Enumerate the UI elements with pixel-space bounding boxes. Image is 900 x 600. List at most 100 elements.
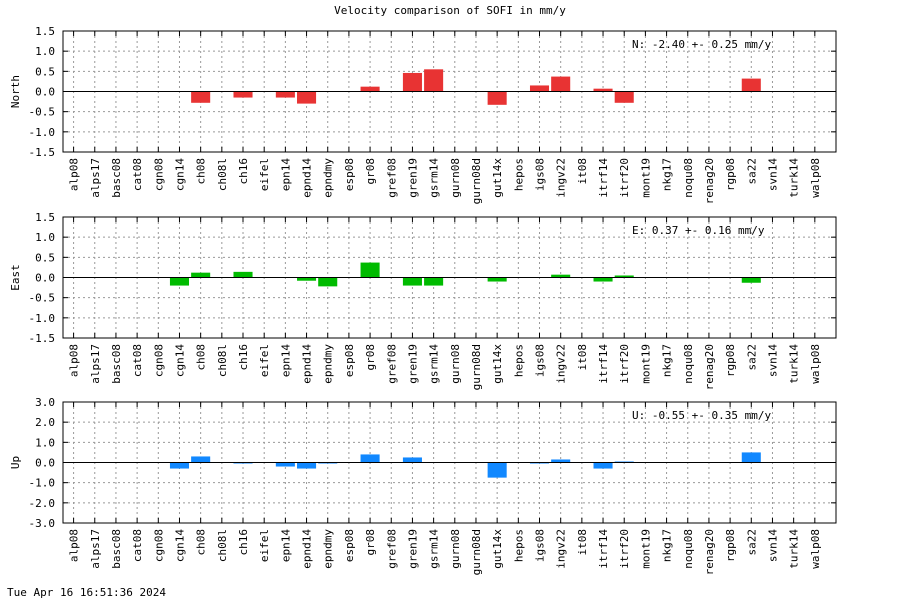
bar-gren19 bbox=[402, 72, 422, 92]
xtick-label-cgn14: cgn14 bbox=[173, 158, 186, 191]
xtick-label-renag20: renag20 bbox=[703, 529, 716, 575]
xtick-label-itrf14: itrf14 bbox=[597, 529, 610, 569]
bar-itrf14 bbox=[593, 88, 613, 92]
bar-ingv22 bbox=[551, 76, 571, 92]
xtick-label-rgp08: rgp08 bbox=[724, 529, 737, 562]
panel-north: 1.5 1.0 0.5 0.0 -0.5 -1.0 -1.5 alp08 alps17 basc0… bbox=[9, 25, 837, 204]
bar-itrf14 bbox=[593, 462, 613, 469]
xtick-label-walp08: walp08 bbox=[809, 529, 822, 569]
xtick-label-cgn08: cgn08 bbox=[152, 158, 165, 191]
ytick-label: 0.0 bbox=[35, 457, 55, 470]
ytick-label: 2.0 bbox=[35, 416, 55, 429]
xtick-label-noqu08: noqu08 bbox=[682, 344, 695, 384]
bar-itrf20 bbox=[614, 275, 634, 278]
xtick-label-gsrm14: gsrm14 bbox=[428, 158, 441, 198]
xtick-label-epn14: epn14 bbox=[279, 344, 292, 377]
panel-up: 3.0 2.0 1.0 0.0 -1.0 -2.0 -3.0 alp08 alps17 basc0… bbox=[9, 396, 837, 575]
xtick-label-gurn08: gurn08 bbox=[449, 529, 462, 569]
bar-ch16 bbox=[233, 91, 253, 98]
xtick-label-svn14: svn14 bbox=[766, 344, 779, 377]
bar-epn14 bbox=[275, 91, 295, 98]
xtick-label-it08: it08 bbox=[576, 158, 589, 185]
ytick-label: 1.5 bbox=[35, 211, 55, 224]
xtick-label-gsrm14: gsrm14 bbox=[428, 344, 441, 384]
xtick-label-rgp08: rgp08 bbox=[724, 344, 737, 377]
xtick-label-turk14: turk14 bbox=[788, 158, 801, 198]
timestamp-footer: Tue Apr 16 16:51:36 2024 bbox=[7, 586, 166, 599]
bar-ingv22 bbox=[551, 274, 571, 278]
xtick-label-gr08: gr08 bbox=[364, 529, 377, 556]
xtick-label-gref08: gref08 bbox=[385, 158, 398, 198]
xtick-label-gren19: gren19 bbox=[406, 529, 419, 569]
xtick-label-eifel: eifel bbox=[258, 344, 271, 377]
xtick-label-epnd14: epnd14 bbox=[301, 529, 314, 569]
xtick-label-ingv22: ingv22 bbox=[555, 158, 568, 198]
xtick-label-sa22: sa22 bbox=[745, 529, 758, 556]
xtick-label-epn14: epn14 bbox=[279, 158, 292, 191]
xtick-label-epndmy: epndmy bbox=[322, 158, 335, 198]
xtick-label-alps17: alps17 bbox=[89, 529, 102, 569]
xtick-label-hepos: hepos bbox=[512, 529, 525, 562]
xtick-label-svn14: svn14 bbox=[766, 529, 779, 562]
xtick-label-alps17: alps17 bbox=[89, 344, 102, 384]
xtick-label-eifel: eifel bbox=[258, 529, 271, 562]
xtick-label-gref08: gref08 bbox=[385, 529, 398, 569]
ytick-label: 1.0 bbox=[35, 231, 55, 244]
bar-cgn14 bbox=[169, 277, 190, 286]
bar-ch16 bbox=[233, 271, 253, 278]
xtick-label-gref08: gref08 bbox=[385, 344, 398, 384]
xtick-label-ch16: ch16 bbox=[237, 344, 250, 371]
velocity-annotation: E: 0.37 +- 0.16 mm/y bbox=[632, 224, 765, 237]
ytick-label: -0.5 bbox=[29, 292, 56, 305]
xtick-label-noqu08: noqu08 bbox=[682, 529, 695, 569]
bar-igs08 bbox=[529, 462, 550, 464]
xtick-label-igs08: igs08 bbox=[534, 344, 547, 377]
ytick-label: 0.0 bbox=[35, 272, 55, 285]
xtick-label-itrf14: itrf14 bbox=[597, 158, 610, 198]
bar-gut14x bbox=[487, 462, 507, 478]
bar-gren19 bbox=[402, 277, 422, 286]
bar-epndmy bbox=[318, 277, 338, 287]
bar-ingv22 bbox=[551, 459, 571, 463]
xtick-label-noqu08: noqu08 bbox=[682, 158, 695, 198]
xtick-label-esp08: esp08 bbox=[343, 158, 356, 191]
bar-sa22 bbox=[741, 78, 761, 92]
xtick-label-gr08: gr08 bbox=[364, 344, 377, 371]
ytick-label: 0.5 bbox=[35, 251, 55, 264]
xtick-label-epndmy: epndmy bbox=[322, 344, 335, 384]
ytick-label: -0.5 bbox=[29, 106, 56, 119]
xtick-label-epnd14: epnd14 bbox=[301, 344, 314, 384]
bar-itrf20 bbox=[614, 461, 634, 463]
ytick-label: -1.0 bbox=[29, 126, 56, 139]
xtick-label-ch08l: ch08l bbox=[216, 344, 229, 377]
xtick-label-cgn14: cgn14 bbox=[173, 344, 186, 377]
xtick-label-ch08: ch08 bbox=[195, 529, 208, 556]
xtick-label-alp08: alp08 bbox=[68, 344, 81, 377]
xtick-label-epn14: epn14 bbox=[279, 529, 292, 562]
bar-gr08 bbox=[360, 262, 380, 278]
xtick-label-esp08: esp08 bbox=[343, 529, 356, 562]
bar-itrf14 bbox=[593, 277, 613, 282]
xtick-label-cgn08: cgn08 bbox=[152, 529, 165, 562]
xtick-label-gut14x: gut14x bbox=[491, 344, 504, 384]
xtick-label-gren19: gren19 bbox=[406, 158, 419, 198]
xtick-label-gut14x: gut14x bbox=[491, 158, 504, 198]
velocity-annotation: U: -0.55 +- 0.35 mm/y bbox=[632, 409, 771, 422]
xtick-label-mont19: mont19 bbox=[639, 344, 652, 384]
chart-title: Velocity comparison of SOFI in mm/y bbox=[334, 4, 566, 17]
bar-epnd14 bbox=[297, 462, 317, 469]
xtick-label-nkg17: nkg17 bbox=[661, 158, 674, 191]
xtick-label-gurn08d: gurn08d bbox=[470, 529, 483, 575]
bar-sa22 bbox=[741, 277, 761, 283]
ytick-label: 1.0 bbox=[35, 436, 55, 449]
xtick-label-turk14: turk14 bbox=[788, 344, 801, 384]
ytick-label: 0.0 bbox=[35, 86, 55, 99]
xtick-label-alp08: alp08 bbox=[68, 529, 81, 562]
bar-ch08 bbox=[191, 91, 211, 103]
bar-ch08 bbox=[191, 272, 211, 278]
xtick-label-nkg17: nkg17 bbox=[661, 344, 674, 377]
xtick-label-ch16: ch16 bbox=[237, 529, 250, 556]
xtick-label-gurn08: gurn08 bbox=[449, 344, 462, 384]
ytick-label: -2.0 bbox=[29, 497, 56, 510]
bar-igs08 bbox=[529, 85, 550, 92]
